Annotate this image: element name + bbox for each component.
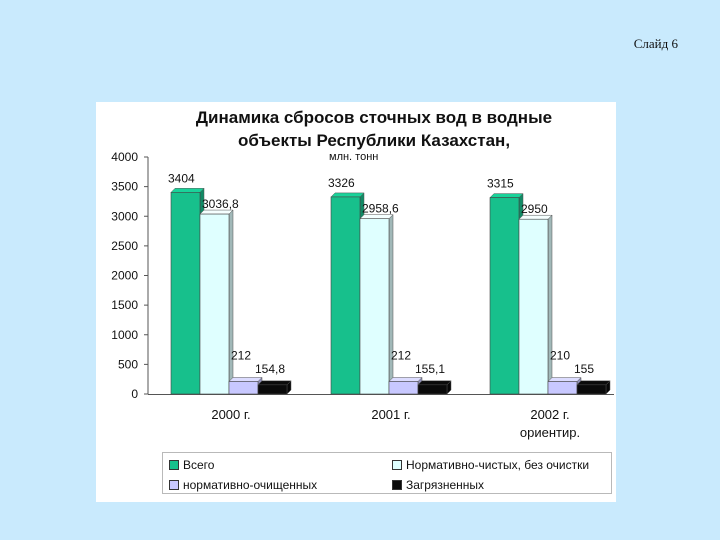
bar-top-total-3 xyxy=(489,193,524,198)
bar-top-polluted-3 xyxy=(576,380,611,386)
bar-top-polluted-2 xyxy=(417,380,452,386)
bar-total-1 xyxy=(170,192,201,395)
bar-normative-treated-2 xyxy=(388,381,419,395)
y-tick-label-4000: 4000 xyxy=(111,150,138,164)
y-tick-label-2000: 2000 xyxy=(111,269,138,283)
y-tick-label-3500: 3500 xyxy=(111,180,138,194)
x-category-sublabel-3: ориентир. xyxy=(520,425,580,440)
bar-polluted-2 xyxy=(417,384,448,395)
bar-top-normative-treated-1 xyxy=(228,377,263,382)
data-label-polluted-3: 155 xyxy=(574,362,594,376)
y-tick-label-1000: 1000 xyxy=(111,328,138,342)
legend-item-normative-clean: Нормативно-чистых, без очистки xyxy=(392,458,589,472)
y-tick-label-1500: 1500 xyxy=(111,298,138,312)
bar-normative-treated-1 xyxy=(228,381,259,395)
data-label-normative-treated-2: 212 xyxy=(391,348,411,362)
legend-label-normative-clean: Нормативно-чистых, без очистки xyxy=(406,458,590,472)
bar-polluted-3 xyxy=(576,384,607,395)
legend-item-polluted: Загрязненных xyxy=(392,478,484,492)
data-label-normative-clean-3: 2950 xyxy=(521,202,548,216)
data-label-total-1: 3404 xyxy=(168,171,195,185)
bar-normative-clean-3 xyxy=(518,218,549,395)
chart-title-line-1: Динамика сбросов сточных вод в водные xyxy=(195,108,553,127)
bar-top-total-1 xyxy=(170,188,205,193)
slide-number-label: Слайд 6 xyxy=(633,36,678,51)
unit-label: млн. тонн xyxy=(329,151,379,163)
x-category-label-2: 2001 г. xyxy=(371,407,410,422)
chart-legend: Всего Нормативно-чистых, без очистки нор… xyxy=(162,452,612,494)
data-label-total-2: 3326 xyxy=(328,176,355,190)
legend-item-normative-treated: нормативно-очищенных xyxy=(169,478,317,492)
chart-title: Динамика сбросов сточных вод в водные об… xyxy=(96,106,652,152)
bar-top-normative-treated-3 xyxy=(547,377,582,382)
x-category-label-1: 2000 г. xyxy=(211,407,250,422)
bar-total-3 xyxy=(489,197,520,395)
bar-side-normative-clean-1 xyxy=(228,209,234,395)
bar-side-normative-clean-3 xyxy=(547,214,553,395)
y-tick-label-0: 0 xyxy=(131,387,138,401)
x-category-label-3: 2002 г. xyxy=(530,407,569,422)
data-label-normative-clean-1: 3036,8 xyxy=(202,197,239,211)
data-label-normative-clean-2: 2958,6 xyxy=(362,202,399,216)
bar-top-total-2 xyxy=(330,192,365,198)
bar-polluted-1 xyxy=(257,384,288,395)
legend-swatch-normative-clean xyxy=(392,460,402,470)
bar-normative-treated-3 xyxy=(547,381,578,395)
chart-title-line-2: объекты Республики Казахстан, xyxy=(237,131,511,150)
data-label-normative-treated-3: 210 xyxy=(550,349,570,363)
y-tick-label-2500: 2500 xyxy=(111,239,138,253)
y-tick-label-500: 500 xyxy=(118,357,138,371)
data-label-total-3: 3315 xyxy=(487,177,514,191)
bar-top-polluted-1 xyxy=(257,380,292,386)
legend-swatch-normative-treated xyxy=(169,480,179,490)
y-tick-label-3000: 3000 xyxy=(111,209,138,223)
bar-normative-clean-2 xyxy=(359,218,390,395)
data-label-normative-treated-1: 212 xyxy=(231,348,251,362)
bar-total-2 xyxy=(330,196,361,395)
bar-top-normative-treated-2 xyxy=(388,377,423,382)
legend-swatch-total xyxy=(169,460,179,470)
legend-label-normative-treated: нормативно-очищенных xyxy=(183,478,318,492)
legend-label-total: Всего xyxy=(183,458,215,472)
bar-side-normative-clean-2 xyxy=(388,214,394,395)
legend-label-polluted: Загрязненных xyxy=(406,478,485,492)
legend-swatch-polluted xyxy=(392,480,402,490)
data-label-polluted-1: 154,8 xyxy=(255,362,285,376)
legend-item-total: Всего xyxy=(169,458,214,472)
data-label-polluted-2: 155,1 xyxy=(415,362,445,376)
bar-normative-clean-1 xyxy=(199,213,230,395)
